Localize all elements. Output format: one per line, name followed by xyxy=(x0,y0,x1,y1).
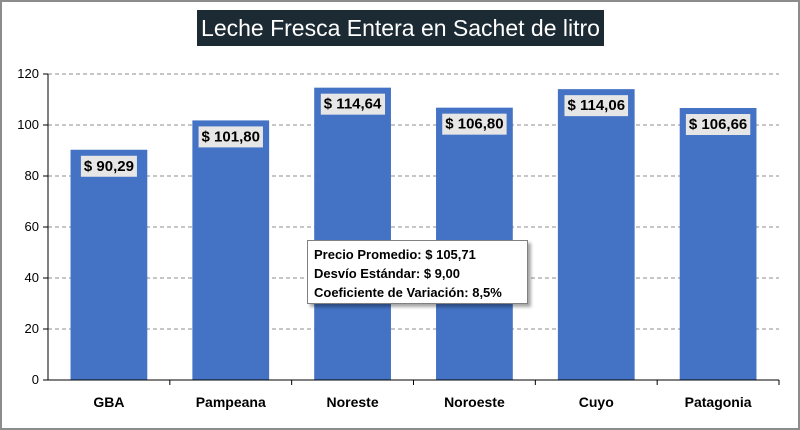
statistics-box: Precio Promedio: $ 105,71 Desvío Estánda… xyxy=(307,240,528,304)
y-tick-label: 100 xyxy=(17,117,39,132)
bar xyxy=(192,120,270,380)
category-label: GBA xyxy=(93,394,124,410)
y-tick-label: 120 xyxy=(17,66,39,81)
data-labels: $ 90,29 $ 101,80 $ 114,64 $ 106,80 $ 114,06 $… xyxy=(80,93,751,177)
data-label-text: $ 90,29 xyxy=(84,158,134,175)
data-label-text: $ 106,66 xyxy=(689,116,747,133)
chart-title: Leche Fresca Entera en Sachet de litro xyxy=(197,10,604,46)
bars xyxy=(70,87,757,380)
data-label-box xyxy=(320,93,386,115)
data-label-box xyxy=(564,95,629,117)
stat-line-variation: Coeficiente de Variación: 8,5% xyxy=(314,285,502,300)
category-label: Pampeana xyxy=(196,394,266,410)
y-tick-label: 80 xyxy=(25,168,39,183)
y-tick-label: 0 xyxy=(32,372,39,387)
data-label-text: $ 114,64 xyxy=(324,96,382,113)
data-label-box xyxy=(442,113,507,135)
data-label-box xyxy=(198,126,263,148)
data-label: $ 106,80 xyxy=(442,113,507,135)
category-label: Cuyo xyxy=(579,394,614,410)
data-label-box xyxy=(80,155,137,177)
bar xyxy=(314,87,391,380)
data-label-text: $ 106,80 xyxy=(445,116,503,133)
axes: 0 20 40 60 80 100 120 GBA Pampeana Noreste Noroest… xyxy=(17,66,780,410)
data-label-text: $ 101,80 xyxy=(202,128,260,145)
category-label: Patagonia xyxy=(685,394,752,410)
category-label: Noroeste xyxy=(444,394,505,410)
data-label: $ 106,66 xyxy=(685,114,751,136)
y-tick-label: 40 xyxy=(25,270,39,285)
data-label: $ 114,06 xyxy=(564,95,629,117)
y-tick-label: 60 xyxy=(25,219,39,234)
stat-line-average: Precio Promedio: $ 105,71 xyxy=(314,247,476,262)
data-label-box xyxy=(685,114,751,136)
bar xyxy=(557,89,635,380)
bar xyxy=(679,108,757,380)
y-tick-label: 20 xyxy=(25,321,39,336)
data-label: $ 114,64 xyxy=(320,93,386,115)
data-label-text: $ 114,06 xyxy=(567,97,625,114)
bar xyxy=(70,149,148,380)
data-label: $ 90,29 xyxy=(80,155,137,177)
category-label: Noreste xyxy=(327,394,379,410)
stat-line-std-dev: Desvío Estándar: $ 9,00 xyxy=(314,266,460,281)
data-label: $ 101,80 xyxy=(198,126,263,148)
